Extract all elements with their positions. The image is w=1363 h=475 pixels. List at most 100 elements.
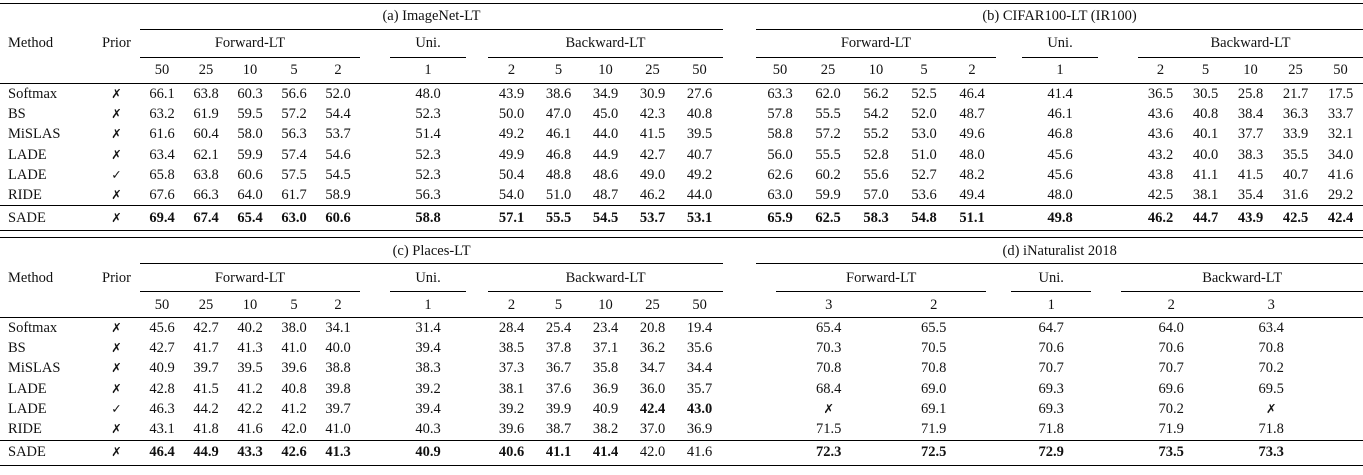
ratio-col-header: 10 xyxy=(1228,57,1273,84)
value-cell: 41.7 xyxy=(193,340,219,357)
value-cell: 63.3 xyxy=(767,85,793,102)
col-gap xyxy=(360,30,390,58)
section-gap xyxy=(723,145,756,165)
value-cell: 53.1 xyxy=(676,205,723,231)
value-cell: 49.9 xyxy=(498,146,525,163)
value-cell: 48.2 xyxy=(959,166,985,183)
value-cell: 62.1 xyxy=(193,146,219,163)
value-cell: 52.3 xyxy=(415,146,441,163)
value-cell: 39.2 xyxy=(415,380,441,397)
method-row-ride: RIDE ✗ 67.6 66.3 64.0 61.7 58.9 56.3 54.0 51.0 48.… xyxy=(0,185,1363,205)
value-cell: 51.0 xyxy=(911,146,937,163)
ratio-col-header: 1 xyxy=(390,291,466,319)
value-cell: 42.4 xyxy=(639,401,666,418)
value-cell: 52.3 xyxy=(415,105,441,122)
prior-cell: ✓ xyxy=(93,399,140,419)
col-gap xyxy=(1091,264,1121,292)
value-cell: 38.7 xyxy=(545,421,572,438)
value-cell: 44.7 xyxy=(1183,205,1228,231)
ratio-col-header: 3 xyxy=(1221,291,1322,319)
ratio-col-header: 2 xyxy=(488,291,535,319)
prior-cell: ✗ xyxy=(93,379,140,399)
value-cell: 72.9 xyxy=(1011,439,1092,466)
cross-icon: ✗ xyxy=(111,444,122,460)
value-cell: 61.9 xyxy=(193,105,219,122)
value-cell: 67.4 xyxy=(184,205,228,231)
value-cell: 42.0 xyxy=(629,439,676,466)
backward-lt-header: Backward-LT xyxy=(1121,263,1363,293)
value-cell: ✗ xyxy=(1221,399,1321,419)
value-cell: 70.8 xyxy=(921,360,947,377)
method-column-header: Method xyxy=(8,269,54,286)
forward-lt-header: Forward-LT xyxy=(140,263,360,293)
value-cell: 40.9 xyxy=(592,401,619,418)
col-gap xyxy=(986,399,1011,419)
method-row-bs: BS ✗ 63.2 61.9 59.5 57.2 54.4 52.3 50.0 47.0 45.0 4… xyxy=(0,104,1363,124)
value-cell: 63.0 xyxy=(767,187,793,204)
section-trail-gap xyxy=(1321,439,1363,466)
value-cell: 49.4 xyxy=(959,187,985,204)
col-gap xyxy=(996,57,1022,84)
col-gap xyxy=(986,318,1011,338)
col-gap xyxy=(466,359,488,379)
method-name: LADE xyxy=(8,401,47,418)
value-cell: 70.8 xyxy=(1258,340,1284,357)
value-cell: 46.2 xyxy=(1138,205,1183,231)
value-cell: 69.3 xyxy=(1038,401,1064,418)
section-gap xyxy=(723,30,756,58)
prior-cell: ✗ xyxy=(93,318,140,338)
value-cell: 42.2 xyxy=(237,401,263,418)
section-pre-gap xyxy=(756,291,777,319)
ratio-col-header: 1 xyxy=(1011,291,1092,319)
section-gap xyxy=(723,379,756,399)
value-cell: 54.8 xyxy=(900,205,948,231)
ratio-col-header: 5 xyxy=(900,57,948,84)
value-cell: 42.3 xyxy=(639,105,666,122)
value-cell: 54.5 xyxy=(582,205,629,231)
value-cell: 42.7 xyxy=(149,340,175,357)
method-row-sade: SADE ✗ 46.4 44.9 43.3 42.6 41.3 40.9 40.6 41.1 41.… xyxy=(0,439,1363,466)
value-cell: 64.0 xyxy=(237,187,263,204)
ratio-col-header: 1 xyxy=(390,57,466,84)
col-gap xyxy=(360,359,390,379)
value-cell: 58.8 xyxy=(390,205,466,231)
col-gap xyxy=(466,145,488,165)
value-cell: 34.9 xyxy=(592,85,619,102)
prior-cell: ✗ xyxy=(93,439,140,466)
method-row-lade: LADE ✗ 63.4 62.1 59.9 57.4 54.6 52.3 49.9 46.8 44.… xyxy=(0,145,1363,165)
results-table-top: (a) ImageNet-LT (b) CIFAR100-LT (IR100) Me… xyxy=(0,3,1363,232)
ratio-col-header: 2 xyxy=(948,57,996,84)
ratio-col-header: 2 xyxy=(881,291,987,319)
col-gap xyxy=(466,30,488,58)
value-cell: 44.9 xyxy=(592,146,619,163)
value-cell: 55.6 xyxy=(863,166,889,183)
ratio-col-header: 50 xyxy=(756,57,804,84)
value-cell: 57.1 xyxy=(488,205,535,231)
method-name: LADE xyxy=(8,166,47,183)
value-cell: 50.0 xyxy=(498,105,525,122)
value-cell: 72.5 xyxy=(881,439,987,466)
results-table-bottom: (c) Places-LT (d) iNaturalist 2018 Method P… xyxy=(0,237,1363,466)
prior-cell: ✗ xyxy=(93,205,140,231)
method-row-lade-prior: LADE ✓ 65.8 63.8 60.6 57.5 54.5 52.3 50.4 48.8 48.… xyxy=(0,165,1363,185)
value-cell: 48.0 xyxy=(1047,187,1073,204)
col-gap xyxy=(1098,57,1138,84)
ratio-col-header: 25 xyxy=(1273,57,1318,84)
value-cell: 48.6 xyxy=(592,166,619,183)
cross-icon: ✗ xyxy=(823,401,834,417)
value-cell: 39.8 xyxy=(325,380,351,397)
method-row-lade-prior: LADE ✓ 46.3 44.2 42.2 41.2 39.7 39.4 39.2 39.9 40.… xyxy=(0,399,1363,419)
value-cell: 69.5 xyxy=(1258,380,1284,397)
value-cell: 35.8 xyxy=(592,360,619,377)
col-gap xyxy=(1098,165,1138,185)
section-trail-gap xyxy=(1321,318,1363,338)
prior-cell: ✗ xyxy=(93,84,140,104)
value-cell: 55.5 xyxy=(535,205,582,231)
col-gap xyxy=(466,420,488,440)
value-cell: 49.6 xyxy=(959,126,985,143)
value-cell: 70.5 xyxy=(921,340,947,357)
cross-icon: ✗ xyxy=(111,380,122,396)
col-gap xyxy=(996,30,1022,58)
value-cell: 40.0 xyxy=(1192,146,1219,163)
ratio-col-header: 5 xyxy=(272,57,316,84)
